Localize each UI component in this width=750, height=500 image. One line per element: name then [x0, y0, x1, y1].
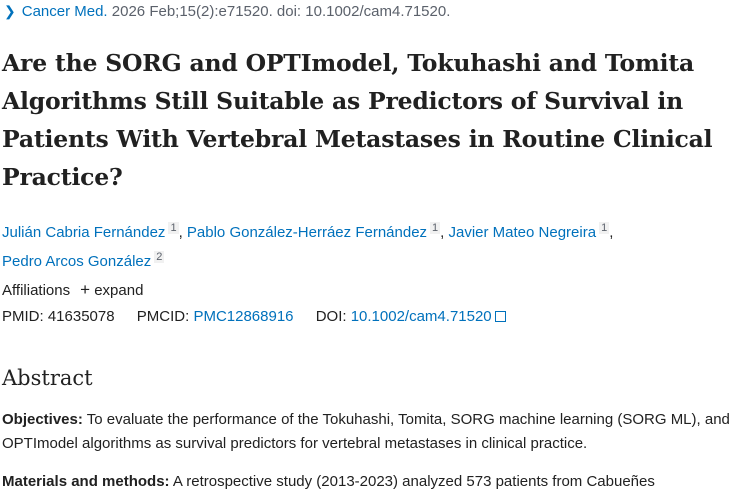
plus-icon: + [80, 280, 91, 299]
abstract-objectives: Objectives: To evaluate the performance … [2, 408, 742, 456]
expand-label[interactable]: expand [94, 282, 144, 299]
methods-label: Materials and methods: [2, 473, 170, 490]
pmid-label: PMID: [2, 308, 44, 325]
citation-details: 2026 Feb;15(2):e71520. doi: 10.1002/cam4… [111, 3, 451, 20]
abstract-heading: Abstract [2, 366, 93, 390]
pmcid-link[interactable]: PMC12868916 [193, 308, 294, 325]
journal-link[interactable]: Cancer Med. [21, 3, 108, 20]
affiliation-ref[interactable]: 1 [599, 222, 610, 234]
external-link-icon[interactable] [494, 311, 506, 322]
pmcid-label: PMCID: [136, 308, 190, 325]
abstract-methods: Materials and methods: A retrospective s… [2, 470, 742, 494]
author-link[interactable]: Javier Mateo Negreira [448, 224, 597, 241]
objectives-text: To evaluate the performance of the Tokuh… [2, 411, 730, 452]
objectives-label: Objectives: [2, 411, 83, 428]
doi-label: DOI: [315, 308, 347, 325]
chevron-right-icon[interactable]: ❯ [4, 3, 16, 19]
pmid-value: 41635078 [47, 308, 115, 325]
citation: ❯ Cancer Med. 2026 Feb;15(2):e71520. doi:… [4, 3, 450, 20]
affiliations-toggle[interactable]: Affiliations + expand [2, 280, 143, 300]
affiliations-label: Affiliations [2, 282, 71, 299]
identifiers: PMID: 41635078 PMCID: PMC12868916 DOI: 1… [2, 308, 506, 325]
author-link[interactable]: Pablo González-Herráez Fernández [186, 224, 428, 241]
affiliation-ref[interactable]: 2 [154, 251, 165, 263]
author-link[interactable]: Pedro Arcos González [2, 253, 152, 270]
author-link[interactable]: Julián Cabria Fernández [2, 224, 166, 241]
affiliation-ref[interactable]: 1 [168, 222, 179, 234]
article-title: Are the SORG and OPTImodel, Tokuhashi an… [2, 49, 713, 191]
author-list: Julián Cabria Fernández 1, Pablo González… [2, 222, 614, 270]
methods-text: A retrospective study (2013-2023) analyz… [172, 473, 655, 490]
affiliation-ref[interactable]: 1 [430, 222, 441, 234]
doi-link[interactable]: 10.1002/cam4.71520 [350, 308, 492, 325]
